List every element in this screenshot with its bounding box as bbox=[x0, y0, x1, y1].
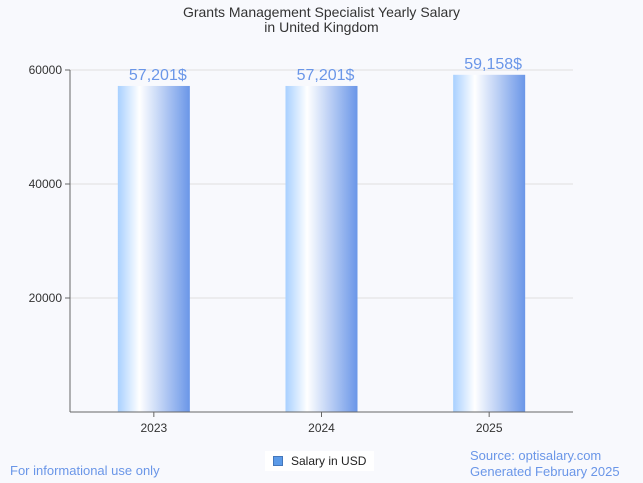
legend-label: Salary in USD bbox=[291, 454, 367, 468]
legend-swatch bbox=[273, 456, 283, 466]
data-label: 57,201$ bbox=[297, 67, 355, 84]
disclaimer: For informational use only bbox=[10, 463, 160, 478]
x-tick-label: 2023 bbox=[140, 421, 167, 435]
x-tick-label: 2025 bbox=[476, 421, 503, 435]
title-line: Grants Management Specialist Yearly Sala… bbox=[182, 4, 461, 20]
source-text: Source: optisalary.com bbox=[470, 448, 602, 463]
legend[interactable]: Salary in USD bbox=[265, 451, 375, 471]
bar-2023 bbox=[117, 85, 190, 413]
chart-title: Grants Management Specialist Yearly Sala… bbox=[0, 5, 643, 35]
y-tick-label: 60000 bbox=[29, 63, 63, 77]
data-label: 57,201$ bbox=[129, 67, 187, 84]
generated-text: Generated February 2025 bbox=[470, 464, 620, 479]
bar-2025 bbox=[453, 74, 526, 412]
x-tick-label: 2024 bbox=[308, 421, 335, 435]
y-tick-label: 20000 bbox=[29, 291, 63, 305]
y-tick-label: 40000 bbox=[29, 177, 63, 191]
bar-2024 bbox=[285, 85, 358, 413]
data-label: 59,158$ bbox=[464, 56, 522, 73]
source-info: Source: optisalary.com Generated Februar… bbox=[470, 448, 620, 480]
subtitle-line: in United Kingdom bbox=[264, 19, 379, 35]
